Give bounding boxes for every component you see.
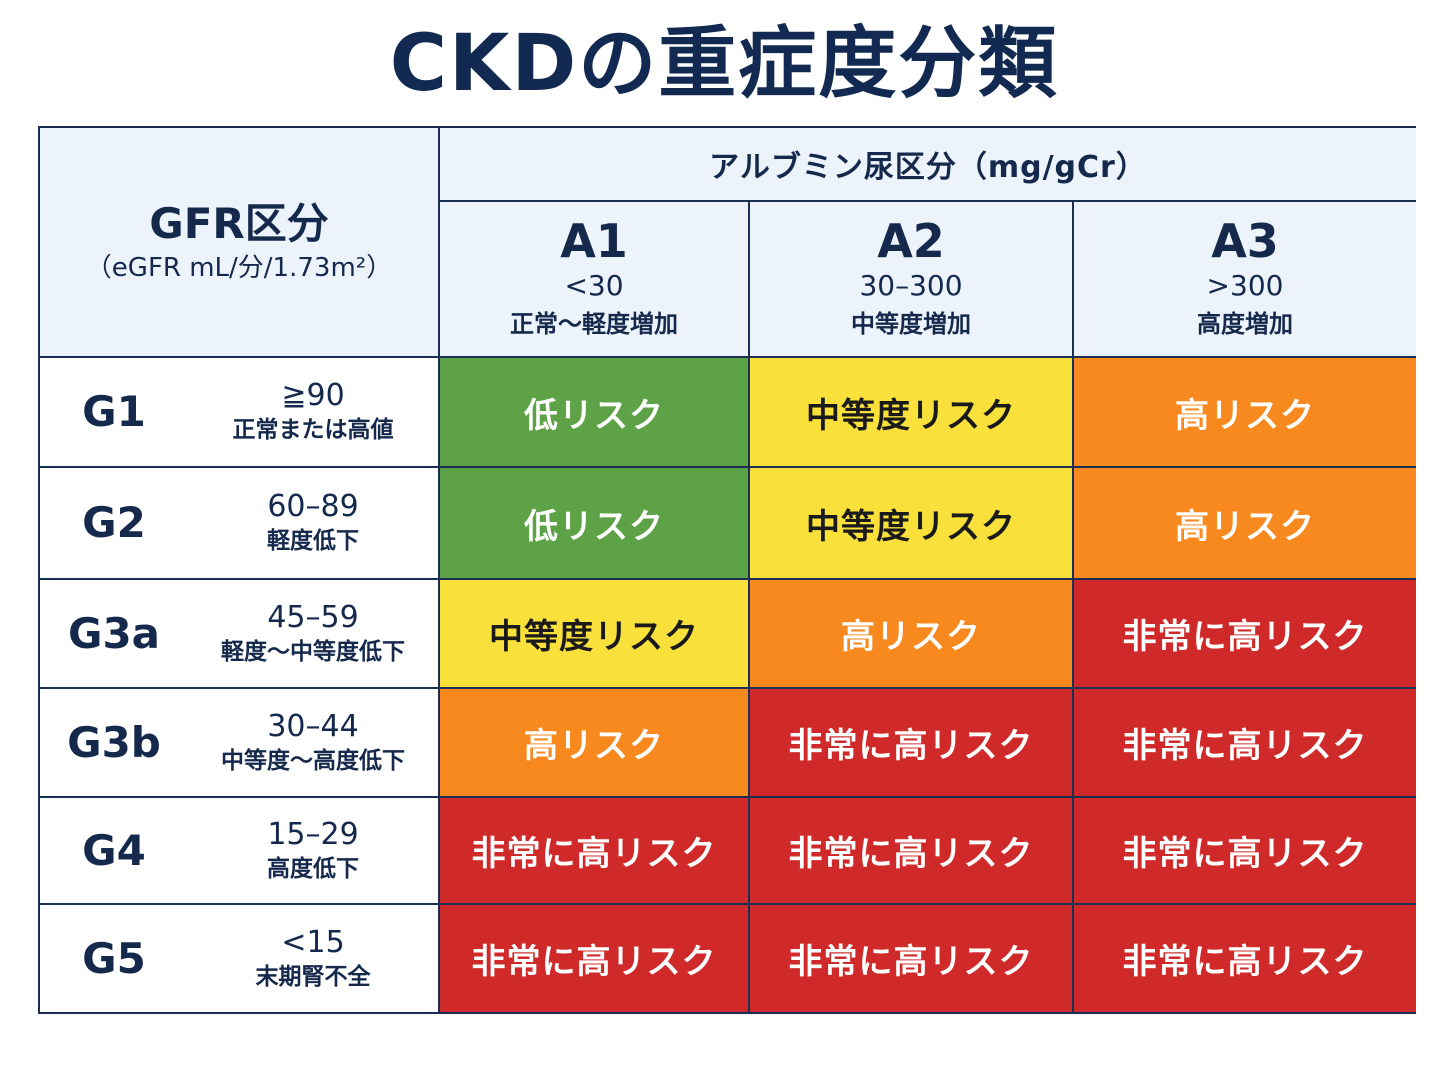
row-range: 60–89 [267, 489, 359, 524]
column-range: <30 [564, 269, 624, 302]
column-desc: 中等度増加 [851, 310, 971, 338]
row-info: 45–59 軽度～中等度低下 [188, 580, 438, 687]
risk-label: 高リスク [841, 617, 981, 657]
row-code-g3a: G3a [67, 609, 161, 658]
row-info: <15 末期腎不全 [188, 905, 438, 1012]
risk-cell: 非常に高リスク [1074, 689, 1416, 796]
row-desc: 正常または高値 [232, 417, 394, 443]
risk-label: 高リスク [524, 726, 664, 766]
risk-cell: 中等度リスク [750, 468, 1072, 578]
albumin-header-title: アルブミン尿区分（mg/gCr） [709, 150, 1147, 185]
risk-label: 非常に高リスク [471, 834, 717, 874]
risk-cell: 非常に高リスク [750, 689, 1072, 796]
row-code-g2: G2 [82, 498, 146, 547]
divider [1072, 200, 1074, 1012]
risk-cell: 高リスク [750, 580, 1072, 687]
row-code-g5: G5 [82, 934, 146, 983]
gfr-header-title: GFR区分 [149, 199, 329, 248]
row-desc: 軽度～中等度低下 [221, 638, 405, 665]
albumin-header: アルブミン尿区分（mg/gCr） [440, 128, 1416, 200]
column-desc: 高度増加 [1197, 310, 1293, 338]
row-range: 45–59 [267, 599, 359, 635]
risk-label: 非常に高リスク [788, 726, 1034, 766]
column-range: >300 [1206, 269, 1284, 302]
risk-cell: 中等度リスク [440, 580, 748, 687]
row-desc: 中等度～高度低下 [221, 747, 405, 774]
page-title: CKDの重症度分類 [389, 19, 1059, 109]
risk-cell: 非常に高リスク [1074, 905, 1416, 1012]
row-info: ≧90 正常または高値 [188, 358, 438, 466]
row-info: 15–29 高度低下 [188, 798, 438, 903]
gfr-header-unit: （eGFR mL/分/1.73m²） [85, 253, 393, 283]
risk-label: 高リスク [1175, 506, 1315, 547]
risk-label: 非常に高リスク [1122, 617, 1368, 657]
risk-label: 中等度リスク [489, 617, 699, 657]
column-code: A3 [1211, 214, 1279, 268]
column-desc: 正常～軽度増加 [510, 310, 678, 338]
column-header-a2: A2 30–300 中等度増加 [750, 202, 1072, 356]
risk-cell: 非常に高リスク [750, 798, 1072, 903]
risk-label: 非常に高リスク [788, 834, 1034, 874]
row-desc: 末期腎不全 [255, 963, 371, 990]
row-code-g3b: G3b [67, 718, 161, 767]
risk-label: 非常に高リスク [1122, 834, 1368, 874]
row-code-g4: G4 [82, 826, 146, 875]
row-info: 30–44 中等度～高度低下 [188, 689, 438, 796]
risk-cell: 非常に高リスク [440, 905, 748, 1012]
gfr-header: GFR区分 （eGFR mL/分/1.73m²） [40, 128, 438, 356]
risk-label: 非常に高リスク [471, 942, 717, 982]
column-code: A1 [560, 214, 628, 268]
column-header-a1: A1 <30 正常～軽度増加 [440, 202, 748, 356]
row-code-g1: G1 [82, 387, 146, 436]
row-info: 60–89 軽度低下 [188, 468, 438, 578]
risk-label: 低リスク [524, 395, 664, 436]
divider [748, 200, 750, 1012]
risk-cell: 非常に高リスク [440, 798, 748, 903]
risk-cell: 高リスク [1074, 468, 1416, 578]
column-code: A2 [877, 214, 945, 268]
risk-cell: 高リスク [1074, 358, 1416, 466]
risk-cell: 低リスク [440, 358, 748, 466]
risk-cell: 低リスク [440, 468, 748, 578]
risk-cell: 高リスク [440, 689, 748, 796]
risk-label: 高リスク [1175, 395, 1315, 436]
row-range: ≧90 [281, 378, 345, 413]
divider [40, 356, 1416, 358]
divider [40, 466, 1416, 468]
risk-cell: 非常に高リスク [1074, 580, 1416, 687]
row-range: 15–29 [267, 816, 359, 852]
divider [40, 903, 1416, 905]
divider [40, 796, 1416, 798]
column-header-a3: A3 >300 高度増加 [1074, 202, 1416, 356]
risk-label: 中等度リスク [806, 506, 1016, 547]
risk-label: 非常に高リスク [788, 942, 1034, 982]
risk-label: 非常に高リスク [1122, 942, 1368, 982]
column-range: 30–300 [859, 269, 963, 302]
divider [440, 200, 1416, 202]
risk-label: 非常に高リスク [1122, 726, 1368, 766]
risk-cell: 非常に高リスク [1074, 798, 1416, 903]
row-desc: 高度低下 [267, 855, 359, 882]
row-range: <15 [281, 924, 345, 960]
risk-label: 中等度リスク [806, 395, 1016, 436]
risk-cell: 非常に高リスク [750, 905, 1072, 1012]
divider [40, 578, 1416, 580]
divider [438, 128, 440, 1012]
ckd-severity-table: GFR区分 （eGFR mL/分/1.73m²） アルブミン尿区分（mg/gCr… [38, 126, 1416, 1014]
divider [40, 687, 1416, 689]
row-range: 30–44 [267, 708, 359, 744]
risk-cell: 中等度リスク [750, 358, 1072, 466]
risk-label: 低リスク [524, 506, 664, 547]
row-desc: 軽度低下 [267, 528, 359, 554]
